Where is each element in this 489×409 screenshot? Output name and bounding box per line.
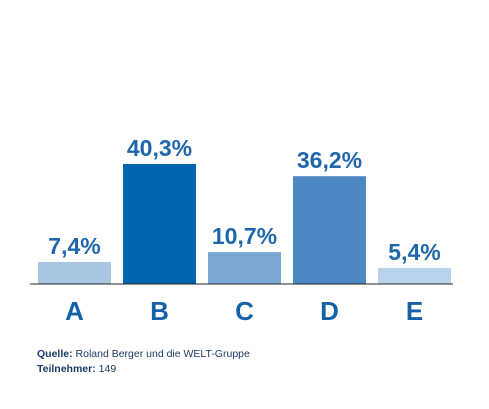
source-line: Quelle: Roland Berger und die WELT-Grupp… (37, 347, 250, 362)
category-label-d: D (320, 296, 339, 326)
value-label-b: 40,3% (127, 135, 192, 161)
source-note: Quelle: Roland Berger und die WELT-Grupp… (37, 347, 250, 377)
category-label-c: C (235, 296, 254, 326)
bar-c (208, 252, 281, 284)
bar-b (123, 163, 196, 284)
category-labels-group: A B C D E (65, 296, 423, 326)
value-label-d: 36,2% (297, 147, 362, 173)
bar-e (378, 267, 451, 284)
bar-a (38, 261, 111, 284)
source-label: Quelle: (37, 348, 73, 360)
category-label-b: B (150, 296, 169, 326)
category-label-a: A (65, 296, 84, 326)
bars-group (38, 163, 451, 284)
value-label-a: 7,4% (48, 233, 100, 259)
participants-line: Teilnehmer: 149 (37, 362, 250, 377)
participants-label: Teilnehmer: (37, 363, 96, 375)
bar-d (293, 176, 366, 284)
value-label-c: 10,7% (212, 223, 277, 249)
participants-text: 149 (98, 363, 117, 375)
category-label-e: E (406, 296, 423, 326)
value-label-e: 5,4% (388, 239, 440, 265)
value-labels-group: 7,4% 40,3% 10,7% 36,2% 5,4% (48, 135, 440, 265)
source-text: Roland Berger und die WELT-Gruppe (75, 348, 250, 360)
